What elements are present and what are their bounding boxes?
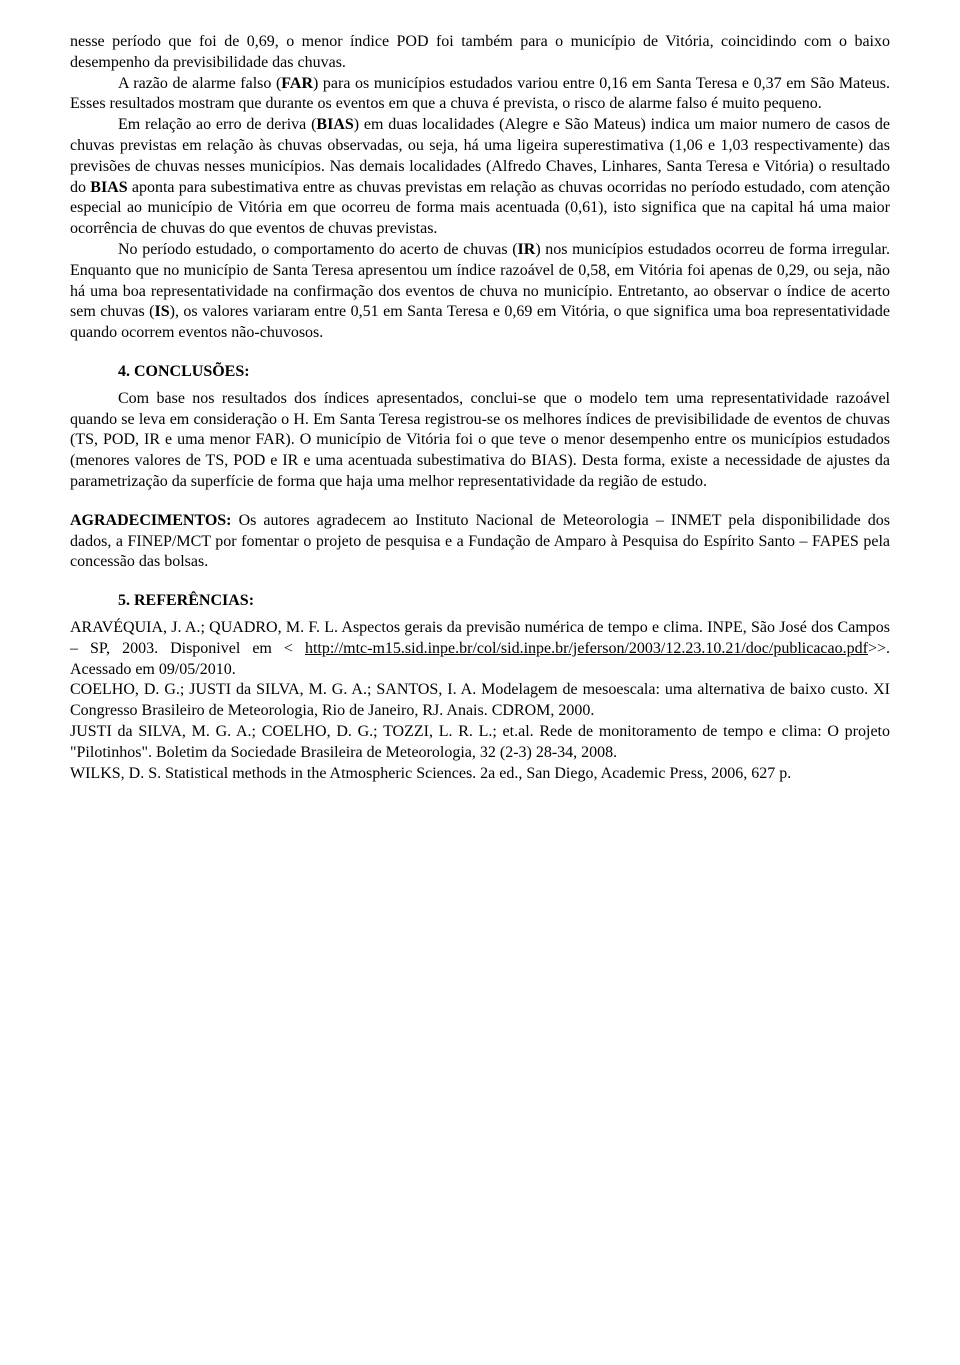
section-conclusoes-heading: 4. CONCLUSÕES: bbox=[70, 362, 890, 383]
is-bold: IS bbox=[155, 303, 170, 320]
paragraph-5: Com base nos resultados dos índices apre… bbox=[70, 389, 890, 493]
acknowledgments: AGRADECIMENTOS: Os autores agradecem ao … bbox=[70, 511, 890, 573]
reference-1: ARAVÉQUIA, J. A.; QUADRO, M. F. L. Aspec… bbox=[70, 618, 890, 680]
bias-bold: BIAS bbox=[316, 116, 353, 133]
ir-bold: IR bbox=[518, 241, 536, 258]
reference-link[interactable]: http://mtc-m15.sid.inpe.br/col/sid.inpe.… bbox=[305, 640, 868, 657]
section-referencias-heading: 5. REFERÊNCIAS: bbox=[70, 591, 890, 612]
ack-label: AGRADECIMENTOS: bbox=[70, 512, 232, 529]
reference-2: COELHO, D. G.; JUSTI da SILVA, M. G. A.;… bbox=[70, 680, 890, 722]
text: Em relação ao erro de deriva ( bbox=[118, 116, 316, 133]
text: No período estudado, o comportamento do … bbox=[118, 241, 518, 258]
text: A razão de alarme falso ( bbox=[118, 75, 281, 92]
paragraph-1: nesse período que foi de 0,69, o menor í… bbox=[70, 32, 890, 74]
text: aponta para subestimativa entre as chuva… bbox=[70, 179, 890, 238]
paragraph-4: No período estudado, o comportamento do … bbox=[70, 240, 890, 344]
paragraph-2: A razão de alarme falso (FAR) para os mu… bbox=[70, 74, 890, 116]
far-bold: FAR bbox=[281, 75, 313, 92]
text: ), os valores variaram entre 0,51 em San… bbox=[70, 303, 890, 341]
bias-bold-2: BIAS bbox=[90, 179, 127, 196]
reference-4: WILKS, D. S. Statistical methods in the … bbox=[70, 764, 890, 785]
paragraph-3: Em relação ao erro de deriva (BIAS) em d… bbox=[70, 115, 890, 240]
reference-3: JUSTI da SILVA, M. G. A.; COELHO, D. G.;… bbox=[70, 722, 890, 764]
